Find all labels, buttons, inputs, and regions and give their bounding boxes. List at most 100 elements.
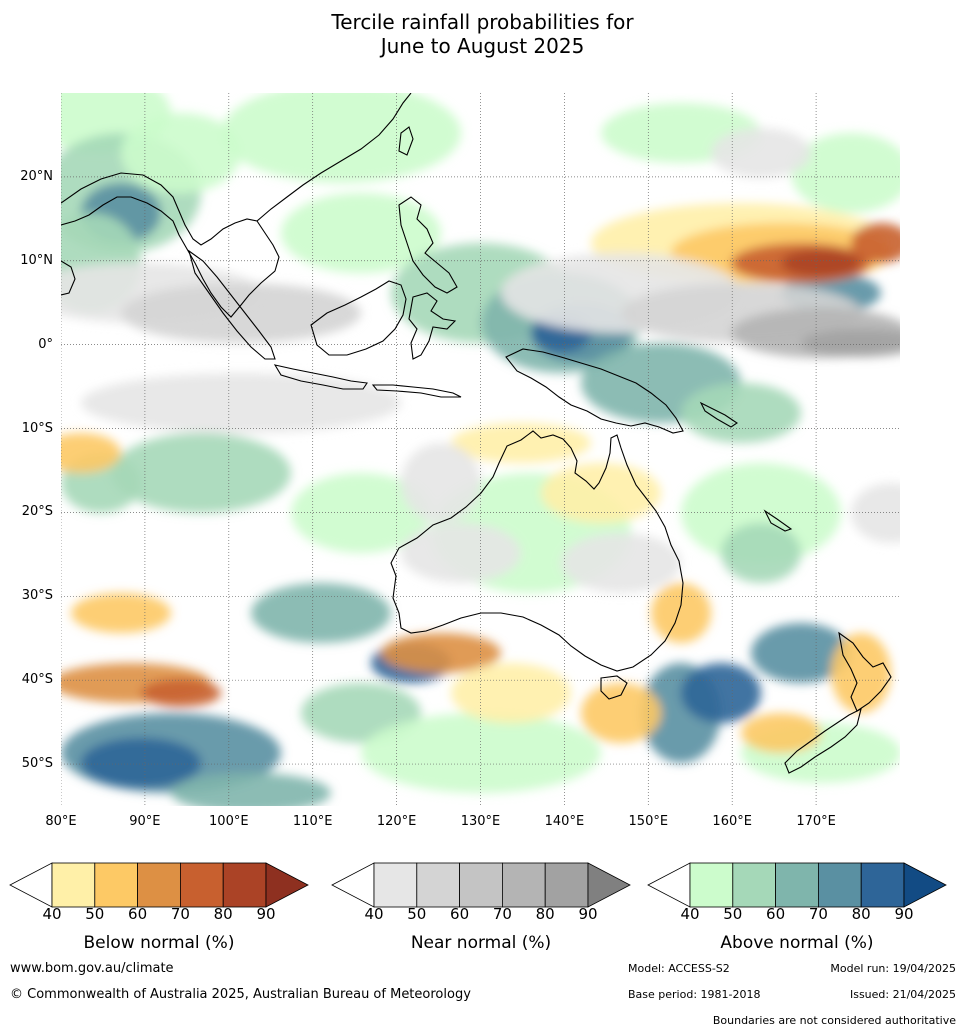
colorbar-tick-label: 70 [808,905,828,923]
lon-tick-label: 80°E [45,814,77,829]
philippines-coastline [398,196,458,294]
probability-region [681,383,801,443]
probability-region [81,738,201,788]
copyright-text: © Commonwealth of Australia 2025, Austra… [10,987,471,1002]
colorbar-near [331,862,631,908]
probability-region [751,623,851,683]
probability-region [791,133,900,213]
probability-region [121,113,241,193]
model-run-text: Model run: 19/04/2025 [830,962,956,975]
colorbar-segment [544,862,589,908]
colorbar-near-svg [331,862,631,908]
sulawesi-coastline [408,292,457,360]
probability-region [81,373,401,433]
lat-tick-label: 0° [38,336,53,352]
probability-region [781,249,861,277]
probability-region [541,463,661,523]
title-line-2: June to August 2025 [380,34,585,58]
se-asia-coastline [61,172,280,318]
colorbar-tick-label: 60 [450,905,470,923]
lat-tick-label: 20°N [20,168,53,184]
lat-tick-label: 30°S [21,588,53,604]
colorbar-above-svg [647,862,947,908]
lon-tick-label: 130°E [460,814,501,829]
probability-region [721,523,801,583]
title-line-1: Tercile rainfall probabilities for [331,10,634,34]
gridlines [61,93,900,806]
colorbar-segment [416,862,461,908]
australia-coastline [390,430,684,672]
lat-tick-label: 50°S [21,756,53,772]
lon-tick-label: 100°E [209,814,249,829]
colorbar-below [9,862,309,908]
probability-region [121,283,361,343]
sri-lanka-coastline [61,260,76,296]
probability-region [711,128,811,178]
probability-region [361,713,601,793]
probability-region [61,433,121,473]
colorbar-segment [51,862,96,908]
probability-region [221,93,461,183]
colorbar-tick-label: 80 [213,905,233,923]
nz-south-coastline [784,707,862,774]
probability-region [451,423,591,463]
new-guinea-coastline [505,348,684,434]
map-title: Tercile rainfall probabilities for June … [0,10,965,58]
probability-region [451,663,571,723]
probability-region [801,329,900,357]
probability-region [111,433,291,513]
lon-tick-label: 110°E [292,814,333,829]
probability-region [141,679,221,707]
colorbar-segment [817,862,862,908]
colorbar-segment [179,862,224,908]
colorbar-low-extend [9,862,53,908]
new-caledonia-coastline [763,509,793,532]
colorbar-segment [860,862,905,908]
lon-tick-label: 170°E [796,814,836,829]
colorbar-segment [373,862,418,908]
probability-region [401,523,521,583]
disclaimer-text: Boundaries are not considered authoritat… [712,1014,956,1027]
probability-region [831,633,891,713]
probability-region [381,633,501,673]
colorbar-segment [501,862,546,908]
nz-north-coastline [838,631,892,712]
sumatra-coastline [188,249,276,360]
colorbar-tick-label: 40 [680,905,700,923]
colorbar-below-svg [9,862,309,908]
colorbar-tick-label: 40 [364,905,384,923]
base-period-text: Base period: 1981-2018 [628,988,761,1001]
rainfall-map [61,93,900,806]
issued-text: Issued: 21/04/2025 [849,988,956,1001]
borneo-coastline [310,280,407,356]
probability-region [251,583,391,643]
java-coastline [273,364,368,390]
lon-tick-label: 120°E [376,814,417,829]
colorbar-tick-label: 60 [128,905,148,923]
colorbar-tick-label: 90 [256,905,276,923]
colorbar-segment [732,862,777,908]
colorbar-high-extend [587,862,631,908]
colorbar-segment [459,862,503,908]
probability-region [401,443,481,523]
map-svg [61,93,900,806]
colorbar-segment [222,862,267,908]
colorbar-above [647,862,947,908]
probability-region [71,593,171,633]
legend-below-label: Below normal (%) [83,933,235,953]
colorbar-low-extend [647,862,691,908]
lat-tick-label: 10°N [20,252,53,268]
website-link[interactable]: www.bom.gov.au/climate [10,961,174,976]
probability-region [851,223,900,263]
probability-region [561,533,681,593]
colorbar-tick-label: 70 [492,905,512,923]
probability-region [171,773,331,806]
tasmania-coastline [600,675,628,700]
colorbar-segment [137,862,181,908]
colorbar-tick-label: 70 [170,905,190,923]
colorbar-low-extend [331,862,375,908]
colorbar-tick-label: 50 [85,905,105,923]
lon-tick-label: 140°E [544,814,585,829]
probability-region [681,463,841,563]
colorbar-high-extend [265,862,309,908]
